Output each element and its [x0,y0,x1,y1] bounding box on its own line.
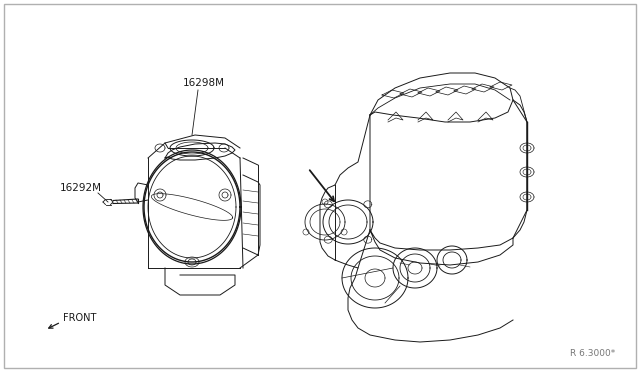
Text: 16298M: 16298M [183,78,225,88]
Text: R 6.3000*: R 6.3000* [570,349,615,358]
Text: FRONT: FRONT [63,313,97,323]
Text: 16292M: 16292M [60,183,102,193]
